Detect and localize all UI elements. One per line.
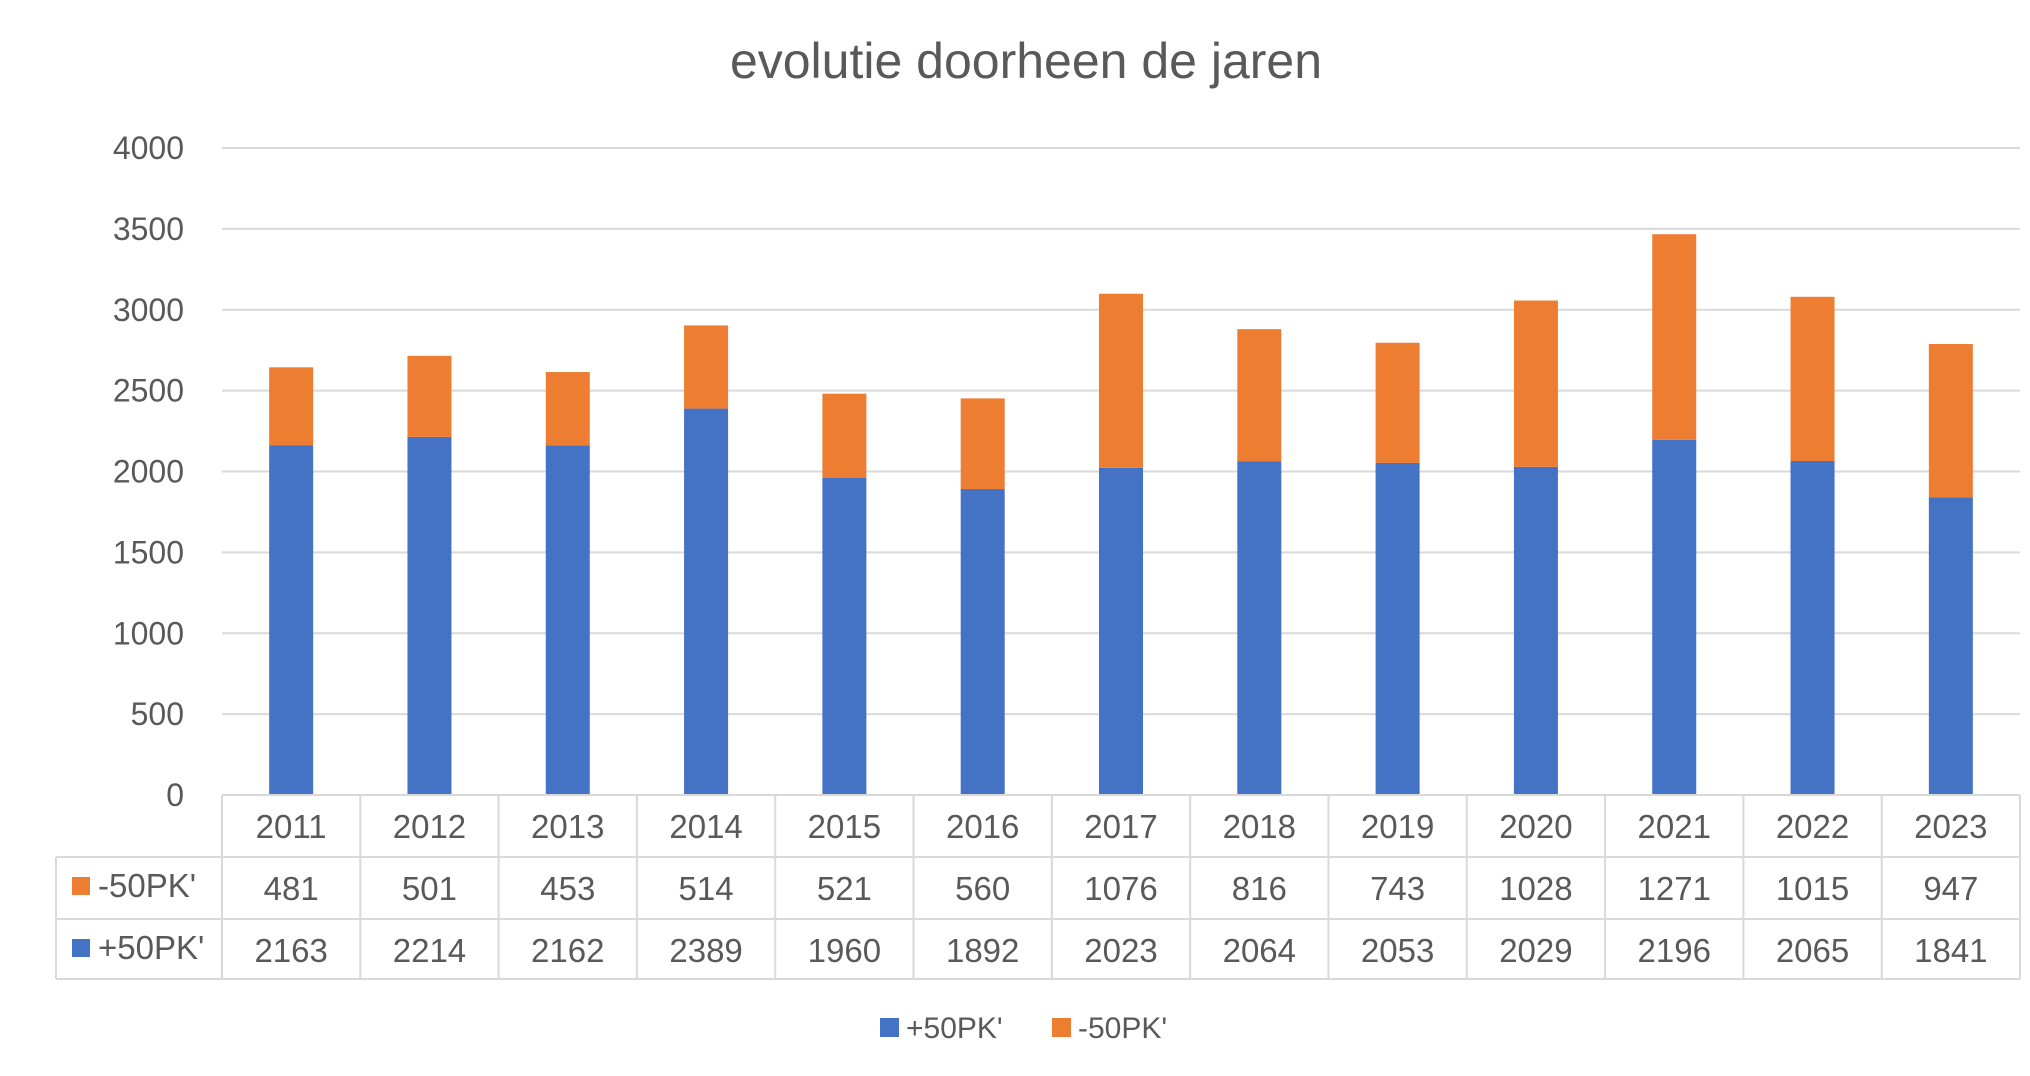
table-cell-value: 1892: [946, 932, 1019, 969]
table-cell-value: 2196: [1638, 932, 1711, 969]
bar-segment: [1099, 293, 1143, 468]
legend-swatch: [880, 1018, 899, 1037]
table-cell-value: 2162: [531, 932, 604, 969]
y-tick-label: 1500: [113, 534, 184, 570]
table-cell-value: 2029: [1499, 932, 1572, 969]
bar-segment: [545, 445, 590, 795]
bar-segment: [1790, 460, 1835, 795]
table-cell-value: 2389: [669, 932, 742, 969]
bar-segment: [1099, 467, 1143, 795]
table-cell-value: 1841: [1914, 932, 1987, 969]
table-cell-value: 2065: [1776, 932, 1849, 969]
y-tick-label: 1000: [113, 615, 184, 651]
table-legend-key: [72, 877, 90, 895]
y-tick-label: 0: [166, 777, 184, 813]
table-cell-value: 2053: [1361, 932, 1434, 969]
y-tick-label: 2500: [113, 373, 184, 409]
table-cell-value: 481: [264, 870, 319, 907]
y-tick-label: 500: [131, 696, 184, 732]
bar-segment: [1790, 296, 1835, 461]
x-category-label: 2022: [1776, 808, 1849, 845]
x-category-label: 2018: [1223, 808, 1296, 845]
legend-label: +50PK': [906, 1012, 1003, 1045]
bar-segment: [545, 372, 590, 446]
bar-segment: [684, 408, 729, 795]
x-category-label: 2013: [531, 808, 604, 845]
bar-segment: [1652, 439, 1697, 795]
y-tick-label: 3500: [113, 211, 184, 247]
legend-label: -50PK': [1078, 1012, 1167, 1045]
bar-segment: [822, 477, 867, 795]
table-cell-value: 453: [540, 870, 595, 907]
table-cell-value: 514: [679, 870, 734, 907]
y-tick-label: 2000: [113, 454, 184, 490]
bar-segment: [684, 325, 729, 409]
bar-segment: [822, 393, 867, 478]
table-legend-key: [72, 939, 90, 957]
x-category-label: 2021: [1638, 808, 1711, 845]
table-cell-value: 501: [402, 870, 457, 907]
table-cell-value: 2214: [393, 932, 466, 969]
table-cell-value: 1028: [1499, 870, 1572, 907]
table-row-label: +50PK': [98, 929, 204, 966]
bars: [269, 234, 1973, 795]
legend-swatch: [1052, 1018, 1071, 1037]
y-tick-label: 3000: [113, 292, 184, 328]
bar-segment: [960, 398, 1005, 489]
x-category-label: 2016: [946, 808, 1019, 845]
chart-title: evolutie doorheen de jaren: [730, 33, 1322, 89]
bar-segment: [1375, 342, 1420, 463]
x-category-label: 2014: [669, 808, 742, 845]
table-cell-value: 1960: [808, 932, 881, 969]
x-category-label: 2011: [256, 808, 327, 845]
bar-segment: [407, 355, 452, 437]
y-tick-label: 4000: [113, 130, 184, 166]
bar-segment: [960, 488, 1005, 795]
legend: +50PK' -50PK': [880, 1012, 1167, 1045]
bar-segment: [1928, 497, 1973, 795]
bar-segment: [269, 445, 314, 795]
table-cell-value: 1015: [1776, 870, 1849, 907]
table-cell-value: 816: [1232, 870, 1287, 907]
table-cell-value: 2163: [254, 932, 327, 969]
table-cell-value: 2064: [1223, 932, 1296, 969]
bar-segment: [1237, 329, 1282, 462]
bar-segment: [1513, 300, 1558, 467]
table-cell-value: 743: [1370, 870, 1425, 907]
table-row-label: -50PK': [98, 867, 196, 904]
bar-segment: [269, 367, 314, 446]
bar-segment: [1237, 461, 1282, 795]
y-axis-tick-labels: 0 500 1000 1500 2000 2500 3000 3500 4000: [113, 130, 184, 813]
table-cell-value: 560: [955, 870, 1010, 907]
data-table: 2011 2012 2013 2014 2015 2016 2017 2018 2019 2020…: [55, 794, 2021, 980]
bar-segment: [1652, 234, 1697, 440]
bar-segment: [1513, 466, 1558, 795]
x-category-label: 2020: [1499, 808, 1572, 845]
table-cell-value: 1271: [1638, 870, 1711, 907]
x-category-label: 2015: [808, 808, 881, 845]
x-category-label: 2017: [1084, 808, 1157, 845]
table-cell-value: 947: [1923, 870, 1978, 907]
x-category-label: 2023: [1914, 808, 1987, 845]
bar-segment: [407, 436, 452, 795]
table-cell-value: 521: [817, 870, 872, 907]
table-cell-value: 2023: [1084, 932, 1157, 969]
x-category-label: 2019: [1361, 808, 1434, 845]
bar-segment: [1375, 462, 1420, 795]
x-category-label: 2012: [393, 808, 466, 845]
bar-segment: [1928, 344, 1973, 498]
table-cell-value: 1076: [1084, 870, 1157, 907]
